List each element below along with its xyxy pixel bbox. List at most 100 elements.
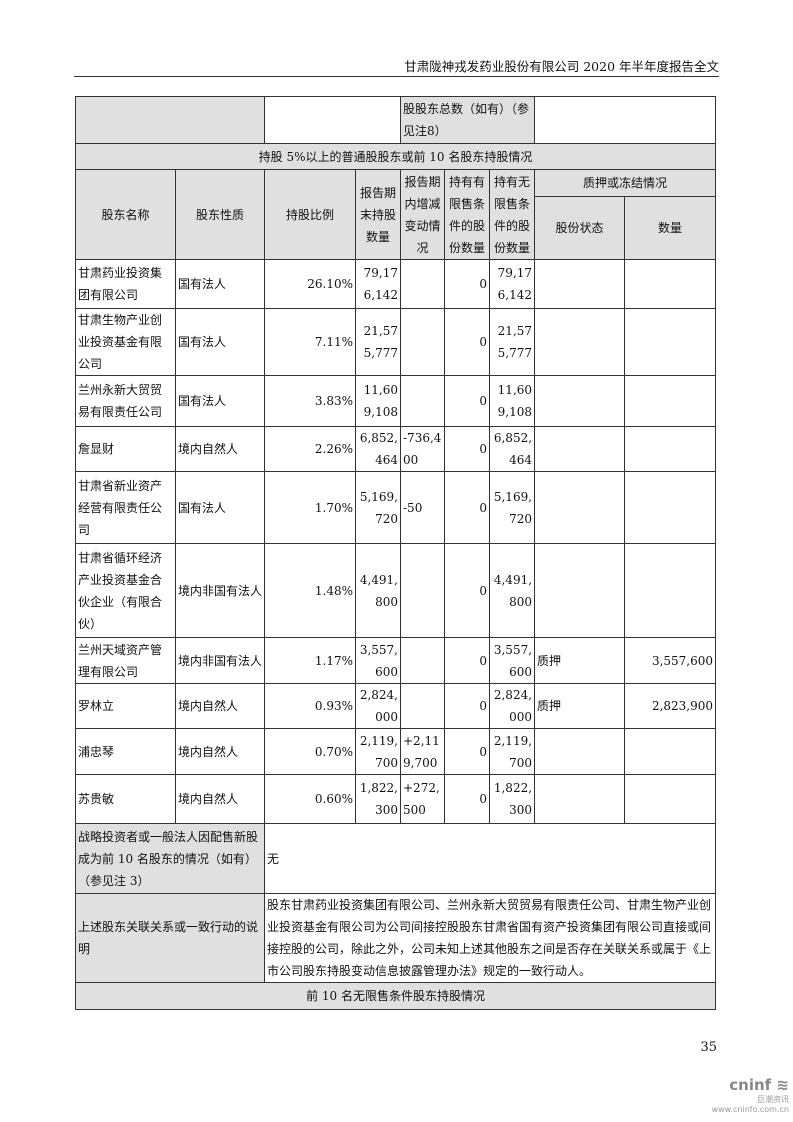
table-row: 甘肃药业投资集团有限公司 国有法人 26.10% 79,176,142 0 79,176,… <box>75 259 717 309</box>
cell-nature: 境内自然人 <box>175 426 265 472</box>
cell-change <box>400 375 445 427</box>
cell-change: +2,119,700 <box>400 728 445 775</box>
col-unrestricted: 持有无限售条件的股份数量 <box>488 169 536 260</box>
cell-end-shares: 5,169,720 <box>355 471 401 544</box>
cell-restricted: 0 <box>444 308 490 376</box>
cell-ratio: 1.70% <box>264 471 356 544</box>
cell-restricted: 0 <box>444 543 490 638</box>
cell-nature: 境内非国有法人 <box>175 637 265 684</box>
cell-unrestricted: 11,609,108 <box>488 375 536 427</box>
cell-quantity <box>624 543 717 638</box>
cell-quantity: 2,823,900 <box>624 683 717 729</box>
relation-label: 上述股东关联关系或一致行动的说明 <box>75 893 265 983</box>
cell-name: 浦忠琴 <box>75 728 176 775</box>
cell-quantity <box>624 426 717 472</box>
cell-status <box>534 375 626 427</box>
cell-change: -736,400 <box>400 426 445 472</box>
cell-status: 质押 <box>534 683 626 729</box>
cell-quantity <box>624 308 717 376</box>
cell-status: 质押 <box>534 637 626 684</box>
col-status: 股份状态 <box>534 196 626 260</box>
cell-change: -50 <box>400 471 445 544</box>
cell-status <box>534 543 626 638</box>
cell-name: 罗林立 <box>75 683 176 729</box>
cell-status <box>534 774 626 824</box>
cell-ratio: 0.93% <box>264 683 356 729</box>
cell-restricted: 0 <box>444 683 490 729</box>
cell-restricted: 0 <box>444 728 490 775</box>
cell-name: 甘肃生物产业创业投资基金有限公司 <box>75 308 176 376</box>
table-row: 甘肃省循环经济产业投资基金合伙企业（有限合伙） 境内非国有法人 1.48% 4,491… <box>75 543 717 638</box>
cell-unrestricted: 79,176,142 <box>488 259 536 309</box>
cell-unrestricted: 3,557,600 <box>488 637 536 684</box>
cell-nature: 国有法人 <box>175 308 265 376</box>
cell-name: 甘肃省循环经济产业投资基金合伙企业（有限合伙） <box>75 543 176 638</box>
cell-status <box>534 471 626 544</box>
cell-quantity <box>624 774 717 824</box>
cell-nature: 境内自然人 <box>175 683 265 729</box>
cell-ratio: 1.48% <box>264 543 356 638</box>
strategic-label: 战略投资者或一般法人因配售新股成为前 10 名股东的情况（如有）（参见注 3） <box>75 823 265 894</box>
cell-nature: 国有法人 <box>175 471 265 544</box>
cell-ratio: 26.10% <box>264 259 356 309</box>
cell-nature: 境内非国有法人 <box>175 543 265 638</box>
cell-quantity <box>624 375 717 427</box>
cell-restricted: 0 <box>444 426 490 472</box>
footer-section-title: 前 10 名无限售条件股东持股情况 <box>74 982 717 1010</box>
cell-quantity: 3,557,600 <box>624 637 717 684</box>
cell-nature: 国有法人 <box>175 259 265 309</box>
cell-unrestricted: 21,575,777 <box>488 308 536 376</box>
table-row: 苏贵敏 境内自然人 0.60% 1,822,300 +272,500 0 1,822,300 <box>75 774 717 824</box>
cell-quantity <box>624 259 717 309</box>
cell-unrestricted: 5,169,720 <box>488 471 536 544</box>
cell-restricted: 0 <box>444 375 490 427</box>
cell-quantity <box>624 728 717 775</box>
cell-restricted: 0 <box>444 637 490 684</box>
table-row: 兰州天域资产管理有限公司 境内非国有法人 1.17% 3,557,600 0 3,557,… <box>75 637 717 684</box>
relation-value: 股东甘肃药业投资集团有限公司、兰州永新大贸贸易有限责任公司、甘肃生物产业创业投资… <box>263 893 717 983</box>
cell-change <box>400 543 445 638</box>
cell-restricted: 0 <box>444 774 490 824</box>
section-title: 持股 5%以上的普通股股东或前 10 名股东持股情况 <box>74 143 717 170</box>
col-ratio: 持股比例 <box>264 169 356 260</box>
cell-unrestricted: 2,824,000 <box>488 683 536 729</box>
cell-change <box>400 637 445 684</box>
cell-status <box>534 728 626 775</box>
col-change: 报告期内增减变动情况 <box>400 169 445 260</box>
cell-name: 兰州永新大贸贸易有限责任公司 <box>75 375 176 427</box>
cell-end-shares: 2,824,000 <box>355 683 401 729</box>
table-row: 兰州永新大贸贸易有限责任公司 国有法人 3.83% 11,609,108 0 11,609… <box>75 375 717 427</box>
cell-ratio: 0.70% <box>264 728 356 775</box>
shareholder-total-label: 股股东总数（如有）（参见注8） <box>399 96 536 144</box>
cell-change <box>400 259 445 309</box>
col-nature: 股东性质 <box>175 169 265 260</box>
cell-change <box>400 683 445 729</box>
cell-unrestricted: 1,822,300 <box>488 774 536 824</box>
cell-restricted: 0 <box>444 259 490 309</box>
cell-name: 甘肃省新业资产经营有限责任公司 <box>75 471 176 544</box>
table-row: 詹显财 境内自然人 2.26% 6,852,464 -736,400 0 6,852,464 <box>75 426 717 472</box>
page-number: 35 <box>700 1040 717 1055</box>
blank-cell <box>264 96 401 144</box>
cell-ratio: 7.11% <box>264 308 356 376</box>
cell-change: +272,500 <box>400 774 445 824</box>
cell-name: 詹显财 <box>75 426 176 472</box>
col-name: 股东名称 <box>75 169 176 260</box>
cell-unrestricted: 6,852,464 <box>488 426 536 472</box>
cell-change <box>400 308 445 376</box>
cell-end-shares: 1,822,300 <box>355 774 401 824</box>
cell-restricted: 0 <box>444 471 490 544</box>
header-divider <box>74 76 719 77</box>
table-row: 浦忠琴 境内自然人 0.70% 2,119,700 +2,119,700 0 2,119,7… <box>75 728 717 775</box>
cell-unrestricted: 2,119,700 <box>488 728 536 775</box>
cell-unrestricted: 4,491,800 <box>488 543 536 638</box>
cell-name: 苏贵敏 <box>75 774 176 824</box>
cell-end-shares: 2,119,700 <box>355 728 401 775</box>
cell-nature: 境内自然人 <box>175 774 265 824</box>
cell-quantity <box>624 471 717 544</box>
cell-end-shares: 11,609,108 <box>355 375 401 427</box>
blank-cell <box>75 96 265 144</box>
cell-status <box>534 308 626 376</box>
shareholder-total-value <box>534 96 717 144</box>
cell-status <box>534 259 626 309</box>
